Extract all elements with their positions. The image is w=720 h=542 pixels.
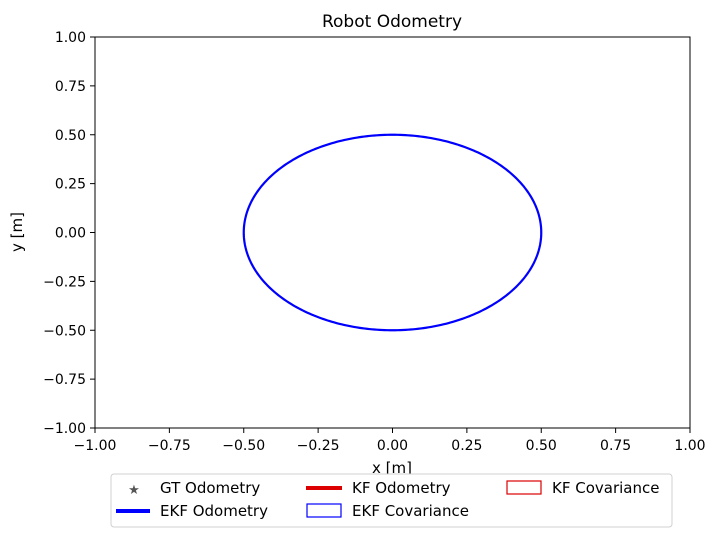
x-axis-ticks: −1.00 −0.75 −0.50 −0.25 0.00 0.25 0.50 0.75 1.00 [74,428,706,454]
y-tick-label: 1.00 [55,30,86,46]
y-tick-label: −0.25 [43,274,86,290]
y-tick-label: 0.25 [55,177,86,193]
x-tick-label: 0.75 [600,438,631,454]
x-tick-label: 0.25 [451,438,482,454]
legend-label-kf-covariance: KF Covariance [552,479,659,497]
x-tick-label: 0.00 [377,438,408,454]
legend-label-gt-odometry: GT Odometry [160,479,260,497]
ekf-covariance-patch-icon [306,503,342,518]
y-axis-ticks: −1.00 −0.75 −0.50 −0.25 0.00 0.25 0.50 0.75 1.00 [43,30,95,437]
x-tick-label: −0.50 [222,438,265,454]
legend: ★ GT Odometry EKF Odometry KF Odometry E… [110,473,673,528]
x-axis-label: x [m] [372,459,412,477]
plot-area [94,36,691,429]
chart-title: Robot Odometry [322,12,462,32]
kf-covariance-patch-icon [506,480,542,495]
legend-label-ekf-odometry: EKF Odometry [160,502,268,520]
y-tick-label: 0.50 [55,128,86,144]
y-tick-label: −0.75 [43,372,86,388]
y-tick-label: 0.75 [55,79,86,95]
x-tick-label: −0.25 [297,438,340,454]
x-tick-label: 0.50 [526,438,557,454]
legend-label-ekf-covariance: EKF Covariance [352,502,469,520]
legend-box [110,473,673,528]
x-tick-label: 1.00 [674,438,705,454]
x-tick-label: −1.00 [74,438,117,454]
y-tick-label: −0.50 [43,323,86,339]
ekf-odometry-line [242,133,543,332]
y-tick-label: 0.00 [55,226,86,242]
y-tick-label: −1.00 [43,421,86,437]
legend-label-kf-odometry: KF Odometry [352,479,451,497]
y-axis-label: y [m] [8,212,26,252]
axes-frame [94,36,691,429]
x-tick-label: −0.75 [148,438,191,454]
gt-odometry-star-icon: ★ [128,483,140,498]
